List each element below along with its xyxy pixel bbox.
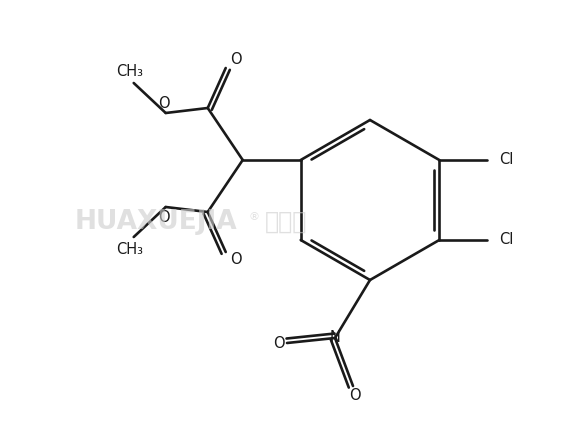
Text: CH₃: CH₃ bbox=[116, 64, 143, 79]
Text: ®: ® bbox=[248, 212, 259, 222]
Text: N: N bbox=[329, 330, 340, 345]
Text: O: O bbox=[158, 209, 169, 224]
Text: Cl: Cl bbox=[499, 233, 513, 248]
Text: Cl: Cl bbox=[499, 152, 513, 167]
Text: CH₃: CH₃ bbox=[116, 242, 143, 257]
Text: O: O bbox=[158, 96, 169, 111]
Text: O: O bbox=[229, 253, 241, 268]
Text: 化学加: 化学加 bbox=[265, 210, 307, 234]
Text: HUAXUEJIA: HUAXUEJIA bbox=[75, 209, 237, 235]
Text: O: O bbox=[349, 389, 361, 404]
Text: O: O bbox=[229, 52, 241, 67]
Text: O: O bbox=[273, 335, 285, 350]
